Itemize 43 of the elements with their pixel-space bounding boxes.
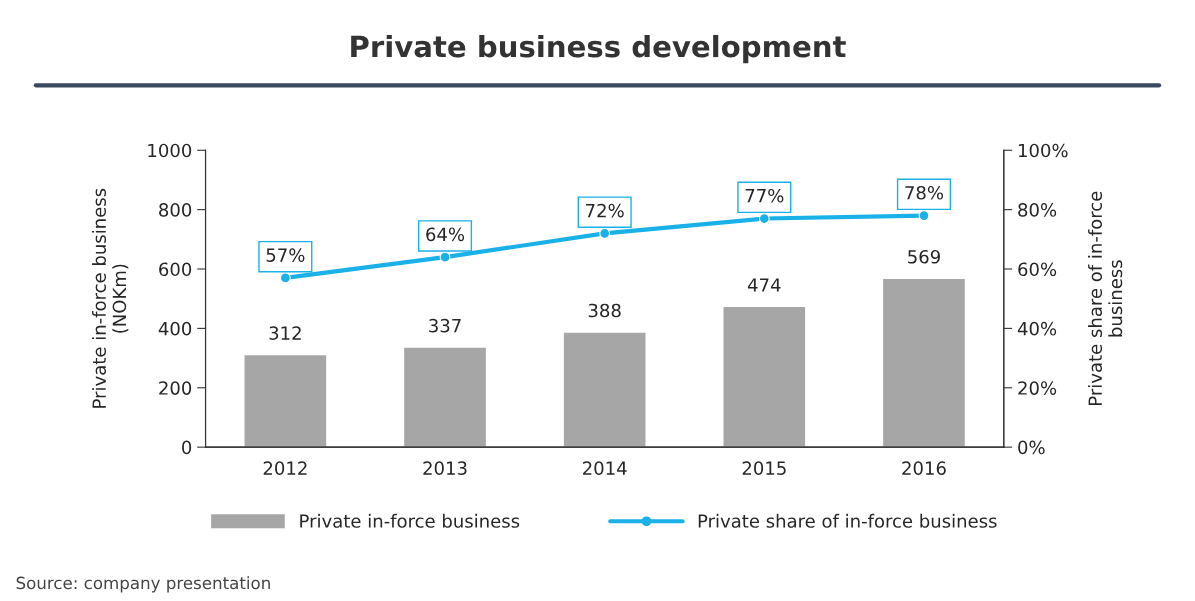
- data-label: 57%: [266, 248, 305, 262]
- y2-axis-title: Private share of in-force business: [1088, 191, 1123, 405]
- bar: [243, 353, 328, 448]
- y2-tick-label: 20%: [1018, 381, 1057, 395]
- data-label: 77%: [745, 188, 784, 203]
- legend-label: Private in-force business: [300, 513, 520, 528]
- chart-title: Private business development: [351, 34, 846, 64]
- legend-label: Private share of in-force business: [698, 513, 997, 528]
- data-label: 64%: [426, 227, 465, 242]
- source-note: Source: company presentation: [16, 576, 270, 593]
- x-tick-label: 2015: [742, 461, 786, 476]
- y2-tick-label: 60%: [1018, 262, 1057, 277]
- bar: [881, 277, 967, 448]
- y-tick-label: 1000: [148, 143, 192, 158]
- point: [599, 228, 611, 239]
- bar: [402, 346, 488, 448]
- bar: [562, 331, 647, 448]
- y-tick-label: 400: [158, 321, 192, 336]
- x-tick-label: 2014: [583, 461, 627, 476]
- data-label: 388: [588, 303, 621, 318]
- y2-tick-label: 40%: [1017, 321, 1057, 336]
- point: [758, 213, 770, 224]
- point: [439, 251, 451, 263]
- data-label: 78%: [905, 185, 944, 200]
- x-tick-label: 2016: [902, 461, 946, 476]
- y2-tick-label: 80%: [1018, 203, 1057, 217]
- data-label: 337: [429, 318, 461, 333]
- x-tick-label: 2013: [423, 461, 467, 476]
- y-tick-label: 600: [159, 262, 192, 277]
- point: [279, 272, 291, 284]
- y-tick-label: 200: [159, 381, 192, 395]
- data-label: 569: [908, 249, 940, 264]
- point: [918, 210, 930, 221]
- data-label: 72%: [586, 203, 624, 218]
- y2-tick-label: 100%: [1018, 143, 1068, 158]
- y-tick-label: 0: [182, 440, 192, 455]
- x-tick-label: 2012: [263, 461, 307, 476]
- data-label: 474: [747, 278, 781, 292]
- y-tick-label: 800: [159, 203, 192, 217]
- data-label: 312: [269, 326, 301, 340]
- y-axis-title: Private in-force business (NOKm): [92, 188, 129, 408]
- bar: [722, 305, 807, 448]
- y2-tick-label: 0%: [1018, 440, 1045, 455]
